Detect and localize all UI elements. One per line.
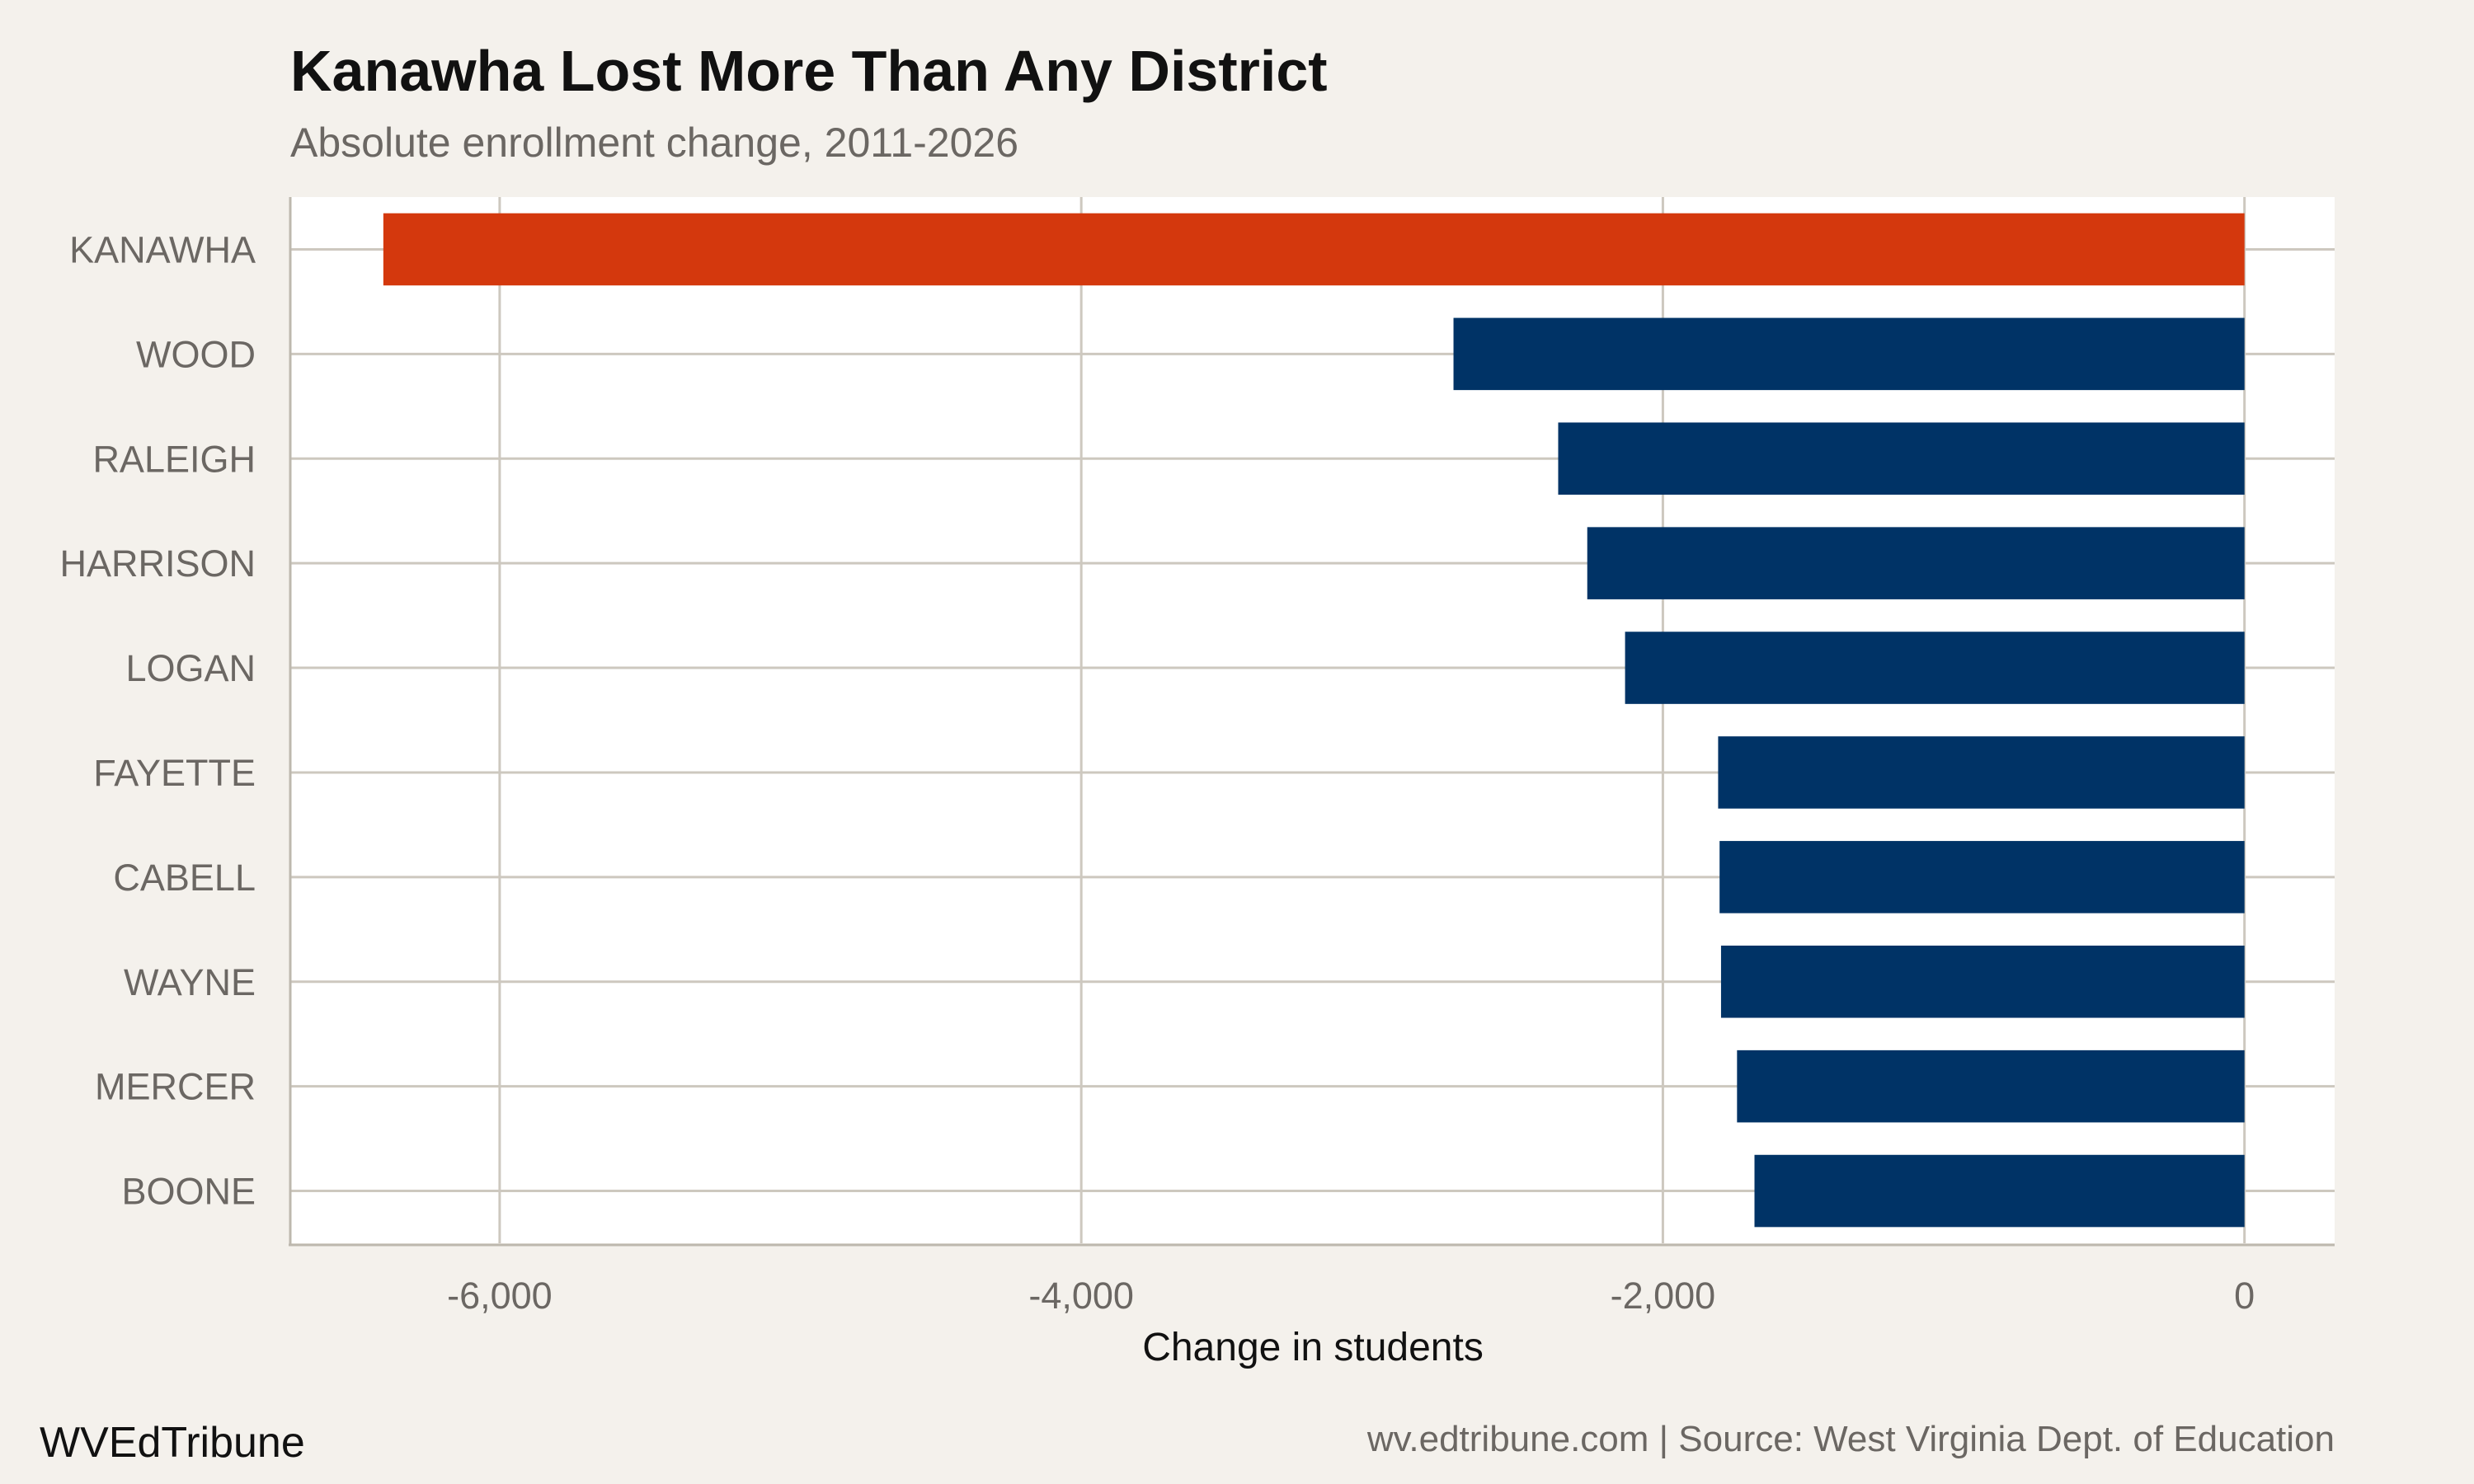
bar-kanawha: [383, 213, 2245, 286]
y-tick-label: FAYETTE: [93, 752, 256, 794]
chart-title: Kanawha Lost More Than Any District: [290, 39, 1328, 103]
brand-logo-text: WVEdTribune: [40, 1419, 305, 1467]
chart-subtitle: Absolute enrollment change, 2011-2026: [290, 120, 1018, 166]
bar-raleigh: [1558, 422, 2245, 495]
bar-cabell: [1719, 841, 2245, 913]
y-tick-label: RALEIGH: [92, 438, 256, 480]
x-tick-label: -6,000: [447, 1275, 553, 1317]
y-tick-label: HARRISON: [59, 542, 256, 585]
bar-wayne: [1720, 945, 2245, 1018]
y-tick-label: BOONE: [121, 1171, 256, 1213]
x-tick-label: -4,000: [1028, 1275, 1134, 1317]
y-tick-label: WOOD: [136, 333, 256, 375]
bars: [383, 213, 2245, 1228]
y-axis-labels: KANAWHA WOOD RALEIGH HARRISON LOGAN FAYETTE CA…: [59, 228, 256, 1212]
bar-fayette: [1718, 736, 2245, 809]
bar-wood: [1453, 317, 2245, 391]
bar-harrison: [1587, 527, 2245, 599]
x-tick-label: 0: [2234, 1275, 2255, 1317]
y-tick-label: WAYNE: [124, 961, 256, 1003]
source-note: wv.edtribune.com | Source: West Virginia…: [1366, 1419, 2335, 1459]
y-tick-label: MERCER: [95, 1066, 256, 1108]
bar-boone: [1754, 1154, 2245, 1228]
y-tick-label: KANAWHA: [69, 228, 256, 270]
y-tick-label: LOGAN: [125, 647, 256, 689]
x-tick-label: -2,000: [1611, 1275, 1716, 1317]
bar-mercer: [1737, 1050, 2245, 1123]
bar-logan: [1625, 632, 2245, 704]
x-axis-labels: -6,000 -4,000 -2,000 0: [447, 1275, 2255, 1317]
x-axis-title: Change in students: [1142, 1326, 1484, 1369]
y-tick-label: CABELL: [113, 857, 256, 899]
